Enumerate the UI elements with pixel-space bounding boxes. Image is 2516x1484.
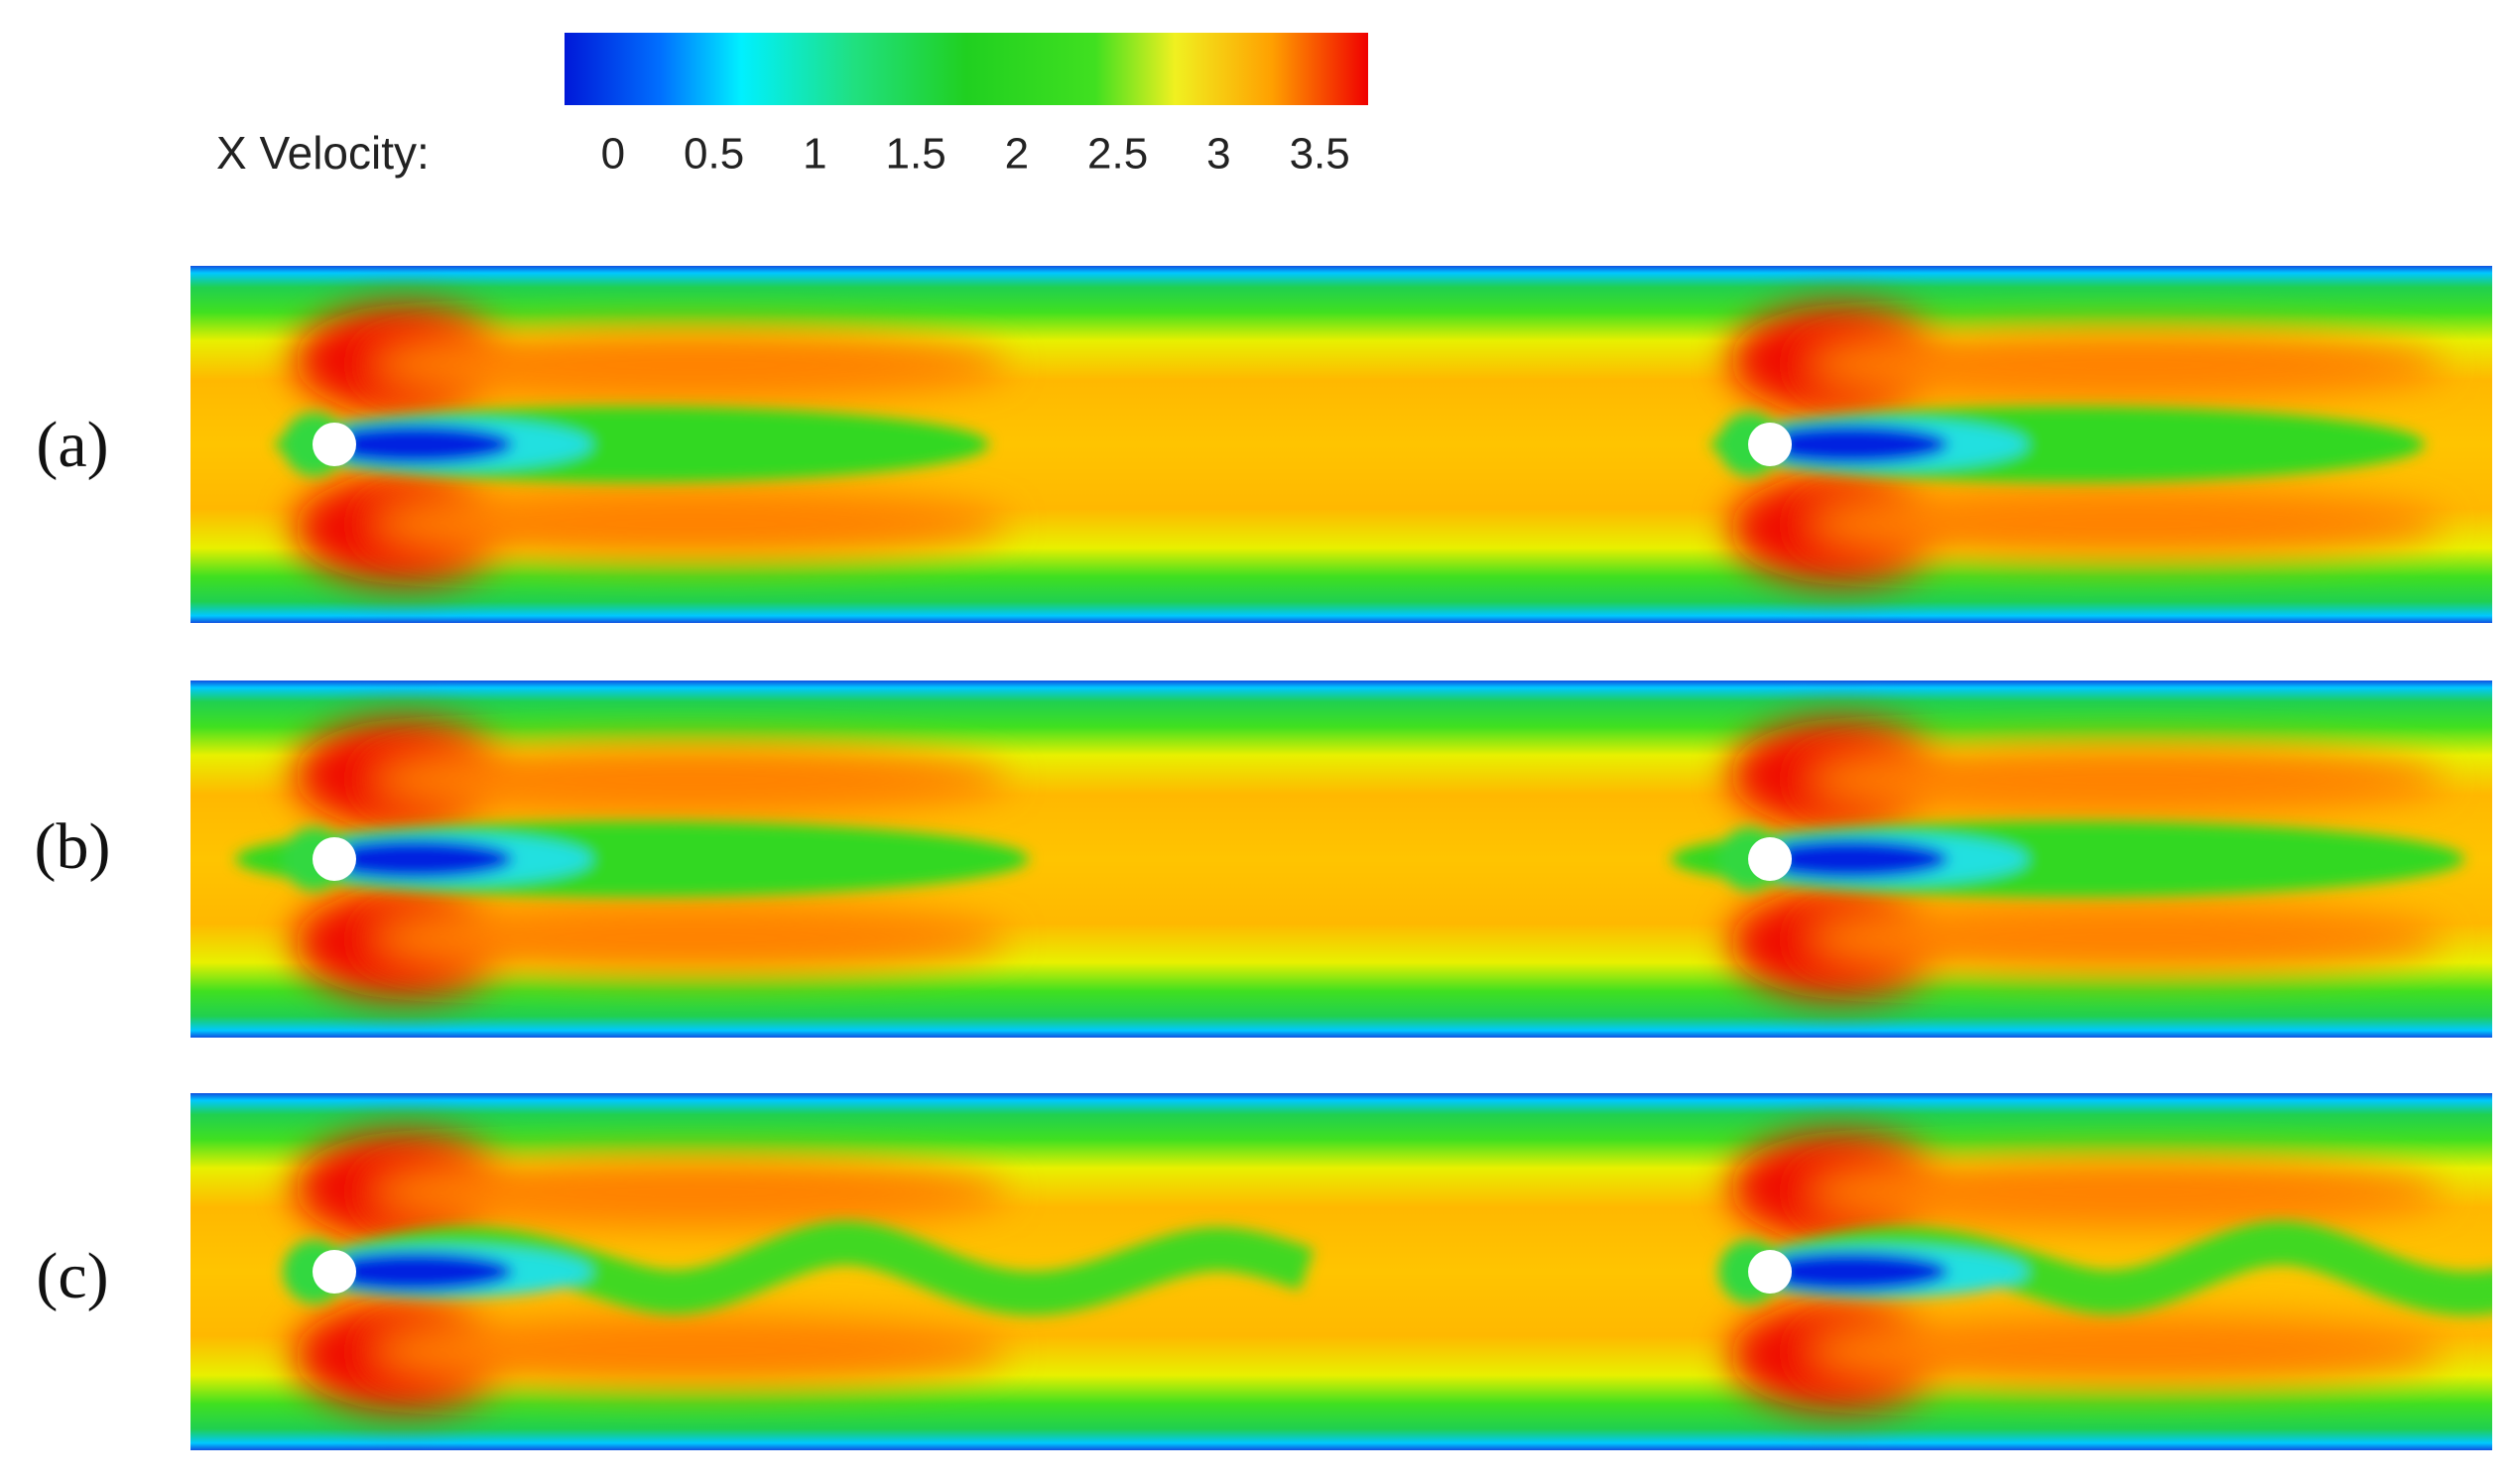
cylinder xyxy=(1748,423,1792,466)
velocity-region xyxy=(374,330,1009,400)
colorbar-tick-label: 2.5 xyxy=(1087,130,1148,179)
velocity-region xyxy=(374,1158,1009,1227)
wake-blue xyxy=(314,839,513,879)
wake xyxy=(1671,821,2464,897)
wake xyxy=(275,407,989,482)
flow-features xyxy=(1730,720,2445,998)
flow-features xyxy=(295,1133,1009,1411)
contour-field xyxy=(190,266,2492,623)
wake-blue xyxy=(314,425,513,464)
contour-panel xyxy=(190,680,2492,1038)
velocity-region xyxy=(1810,745,2445,814)
wake-blue xyxy=(1750,425,1949,464)
velocity-region xyxy=(1810,330,2445,400)
wake xyxy=(1718,1221,2492,1315)
colorbar-tick-label: 2 xyxy=(1005,130,1029,179)
velocity-region xyxy=(374,1316,1009,1386)
colorbar-tick-label: 0.5 xyxy=(684,130,744,179)
flow-features xyxy=(295,720,1009,998)
contour-field xyxy=(190,680,2492,1038)
velocity-region xyxy=(374,904,1009,973)
colorbar-tick-label: 1.5 xyxy=(886,130,946,179)
velocity-region xyxy=(1810,1158,2445,1227)
cylinder xyxy=(313,837,356,881)
flow-features xyxy=(1730,1133,2445,1411)
panel-label: (b) xyxy=(35,810,111,883)
colorbar-label: X Velocity: xyxy=(216,127,430,179)
wake-blue xyxy=(1750,1252,1949,1292)
colorbar-tick-label: 3.5 xyxy=(1290,130,1350,179)
cylinder xyxy=(313,1250,356,1294)
cylinder xyxy=(313,423,356,466)
cylinder xyxy=(1748,837,1792,881)
velocity-region xyxy=(374,489,1009,558)
flow-features xyxy=(295,306,1009,583)
colorbar xyxy=(565,33,1368,105)
contour-panel xyxy=(190,1093,2492,1450)
wake xyxy=(1710,407,2425,482)
colorbar-ticks: 0 0.5 1 1.5 2 2.5 3 3.5 xyxy=(601,130,1350,179)
velocity-region xyxy=(374,745,1009,814)
contour-panel xyxy=(190,266,2492,623)
cylinder xyxy=(1748,1250,1792,1294)
velocity-region xyxy=(1810,904,2445,973)
panel-label: (c) xyxy=(36,1240,108,1312)
contour-field xyxy=(190,1093,2492,1450)
panels xyxy=(190,266,2492,1450)
velocity-region xyxy=(1810,489,2445,558)
colorbar-tick-label: 0 xyxy=(601,130,625,179)
wake-blue xyxy=(314,1252,513,1292)
velocity-region xyxy=(1810,1316,2445,1386)
colorbar-tick-label: 3 xyxy=(1206,130,1230,179)
colorbar-tick-label: 1 xyxy=(803,130,826,179)
flow-features xyxy=(1730,306,2445,583)
wake xyxy=(283,1221,1315,1315)
wake-blue xyxy=(1750,839,1949,879)
panel-label: (a) xyxy=(36,409,108,481)
